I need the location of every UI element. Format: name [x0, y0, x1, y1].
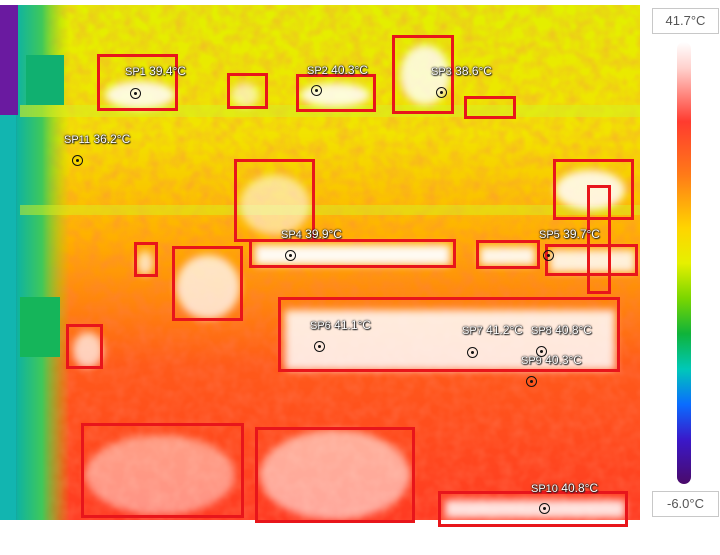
spot-name: SP8	[531, 325, 552, 337]
spot-name: SP1	[125, 66, 146, 78]
spot-value: 41.1°C	[334, 318, 371, 332]
roi-box[interactable]	[392, 35, 454, 114]
roi-box[interactable]	[134, 242, 158, 277]
spot-value: 40.3°C	[331, 63, 368, 77]
roi-box[interactable]	[545, 244, 638, 276]
spot-name: SP2	[307, 65, 328, 77]
spot-value: 39.9°C	[305, 227, 342, 241]
roi-box[interactable]	[278, 297, 620, 372]
spot-label-sp2: SP2 40.3°C	[307, 63, 368, 78]
spot-name: SP4	[281, 229, 302, 241]
spot-label-sp10: SP10 40.8°C	[531, 481, 598, 496]
color-palette-bar	[677, 42, 691, 484]
roi-box[interactable]	[476, 240, 540, 269]
spot-value: 39.4°C	[149, 64, 186, 78]
spot-value: 41.2°C	[486, 323, 523, 337]
spot-name: SP3	[431, 66, 452, 78]
spot-value: 40.3°C	[545, 353, 582, 367]
roi-box[interactable]	[97, 54, 178, 111]
roi-box[interactable]	[438, 491, 628, 527]
spot-marker-sp3[interactable]	[436, 87, 447, 98]
spot-marker-sp4[interactable]	[285, 250, 296, 261]
spot-marker-sp10[interactable]	[539, 503, 550, 514]
spot-value: 38.6°C	[455, 64, 492, 78]
spot-name: SP5	[539, 229, 560, 241]
spot-marker-sp6[interactable]	[314, 341, 325, 352]
spot-label-sp9: SP9 40.3°C	[521, 353, 582, 368]
spot-label-sp3: SP3 38.6°C	[431, 64, 492, 79]
scale-max-label[interactable]: 41.7°C	[652, 8, 719, 34]
spot-value: 39.7°C	[563, 227, 600, 241]
spot-name: SP10	[531, 483, 558, 495]
roi-box[interactable]	[81, 423, 244, 518]
roi-box[interactable]	[464, 96, 516, 119]
spot-marker-sp1[interactable]	[130, 88, 141, 99]
spot-name: SP6	[310, 320, 331, 332]
spot-label-sp4: SP4 39.9°C	[281, 227, 342, 242]
spot-label-sp8: SP8 40.8°C	[531, 323, 592, 338]
roi-box[interactable]	[296, 74, 376, 112]
spot-name: SP11	[64, 134, 91, 146]
spot-marker-sp2[interactable]	[311, 85, 322, 96]
spot-marker-sp11[interactable]	[72, 155, 83, 166]
roi-box[interactable]	[553, 159, 634, 220]
spot-marker-sp7[interactable]	[467, 347, 478, 358]
roi-box[interactable]	[227, 73, 268, 109]
roi-box[interactable]	[249, 239, 456, 268]
roi-box[interactable]	[255, 427, 415, 523]
spot-marker-sp5[interactable]	[543, 250, 554, 261]
spot-name: SP9	[521, 355, 542, 367]
spot-label-sp6: SP6 41.1°C	[310, 318, 371, 333]
spot-label-sp11: SP11 36.2°C	[64, 132, 130, 147]
spot-marker-sp9[interactable]	[526, 376, 537, 387]
roi-box[interactable]	[66, 324, 103, 369]
spot-value: 40.8°C	[561, 481, 599, 495]
spot-value: 36.2°C	[93, 132, 131, 146]
roi-box[interactable]	[587, 185, 611, 294]
spot-label-sp5: SP5 39.7°C	[539, 227, 600, 242]
scale-min-label[interactable]: -6.0°C	[652, 491, 719, 517]
spot-marker-sp8[interactable]	[536, 346, 547, 357]
spot-label-sp7: SP7 41.2°C	[462, 323, 523, 338]
spot-label-sp1: SP1 39.4°C	[125, 64, 186, 79]
roi-box[interactable]	[172, 246, 243, 321]
spot-name: SP7	[462, 325, 483, 337]
spot-value: 40.8°C	[555, 323, 592, 337]
